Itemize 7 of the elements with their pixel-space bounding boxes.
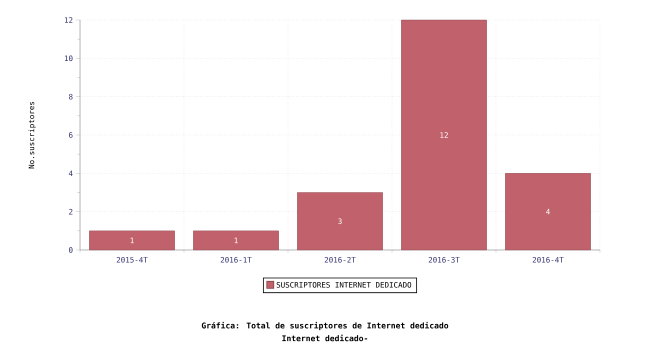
bar <box>193 230 279 250</box>
text: Gráfica: Total de suscriptores de Internet dedicado <box>202 322 448 330</box>
bar <box>505 173 591 250</box>
text: Internet dedicado- <box>282 334 368 342</box>
bar <box>401 20 487 250</box>
bar <box>297 192 383 250</box>
bar <box>89 230 175 250</box>
